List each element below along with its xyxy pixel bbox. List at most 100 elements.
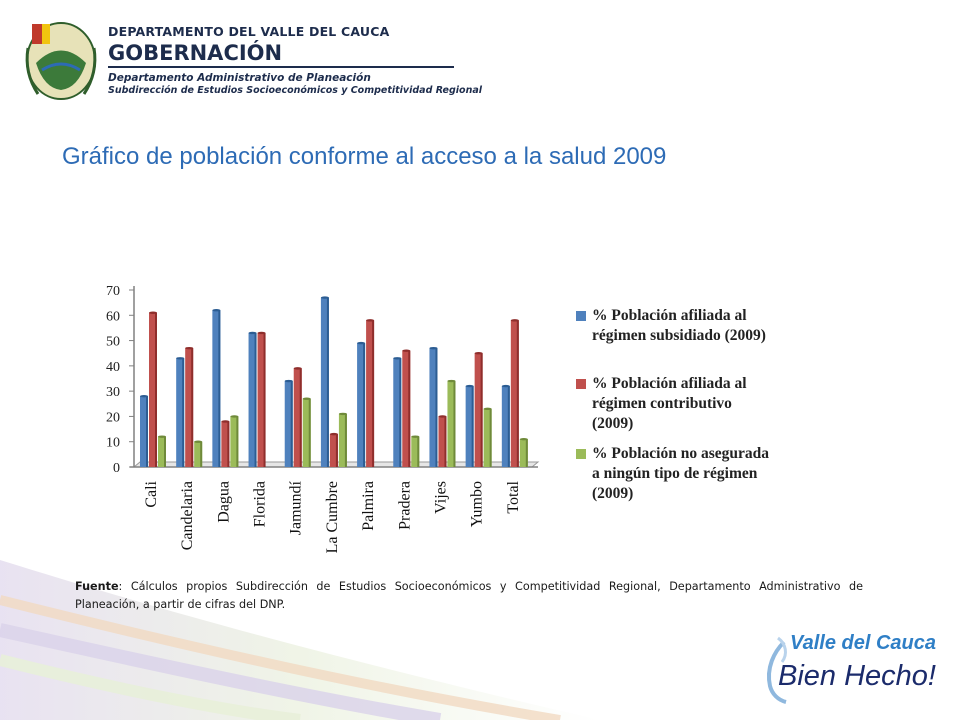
bar-shade (507, 386, 510, 467)
chart-container: 0 10 20 30 40 50 60 70 Cali Candelaria Dagua Florid… (66, 248, 852, 568)
bar (483, 408, 492, 467)
bar (284, 381, 293, 467)
bar-shade (417, 436, 420, 467)
bar-shade (164, 436, 166, 467)
bar-shade (453, 381, 456, 467)
bar-shade (218, 310, 221, 467)
wave-hand-icon (767, 636, 787, 704)
valle-del-cauca-coat-of-arms-icon (25, 22, 97, 100)
bar-shade (435, 348, 438, 467)
bar-shade (335, 434, 338, 467)
y-tick-label: 20 (106, 410, 120, 425)
legend-label: (2009) (592, 485, 633, 502)
bar-shade (326, 297, 329, 467)
bar-shade (344, 413, 347, 467)
category-label: Pradera (396, 481, 413, 530)
bar-shade (480, 353, 483, 467)
bar (176, 358, 185, 467)
slogan: Valle del Cauca Bien Hecho! (756, 628, 946, 704)
legend-label: % Población afiliada al (592, 307, 747, 324)
bar-top (438, 415, 447, 418)
y-tick-label: 60 (106, 309, 120, 324)
bar (366, 320, 375, 467)
bar-shade (308, 398, 311, 467)
category-label: Palmira (360, 481, 377, 531)
bar-top (176, 357, 185, 360)
source-label: Fuente (75, 580, 119, 593)
bar-top (293, 367, 302, 370)
y-tick-label: 30 (106, 385, 120, 400)
suboffice-name: Subdirección de Estudios Socioeconómicos… (108, 85, 483, 96)
category-label: La Cumbre (324, 481, 341, 553)
bar (320, 297, 329, 467)
bar-top (411, 435, 420, 438)
bar-shade (227, 421, 230, 467)
department-name: DEPARTAMENTO DEL VALLE DEL CAUCA (108, 24, 390, 39)
bar-shade (200, 441, 203, 467)
bar (302, 398, 311, 467)
bar-shade (372, 320, 375, 467)
bar-shade (254, 332, 257, 467)
source-note: Fuente: Cálculos propios Subdirección de… (75, 578, 863, 614)
bar-top (248, 331, 257, 335)
bar (212, 310, 221, 467)
y-tick-label: 50 (106, 335, 120, 350)
legend-label: (2009) (592, 415, 633, 432)
bar-shade (236, 416, 239, 467)
bar-top (194, 440, 203, 443)
legend-label: régimen contributivo (592, 395, 732, 412)
legend-label: % Población no asegurada (592, 445, 769, 462)
bar-top (483, 407, 492, 411)
bar (510, 320, 519, 467)
bar (329, 434, 338, 467)
bar (257, 332, 266, 467)
legend-label: % Población afiliada al (592, 375, 747, 392)
bar (474, 353, 483, 467)
bar (438, 416, 447, 467)
y-tick-label: 70 (106, 284, 120, 299)
government-name: GOBERNACIÓN (108, 41, 283, 65)
bar-shade (516, 320, 519, 467)
legend-label: régimen subsidiado (2009) (592, 327, 766, 344)
bar-top (429, 346, 438, 350)
category-label: Dagua (215, 481, 232, 523)
bar-chart: 0 10 20 30 40 50 60 70 Cali Candelaria Dagua Florid… (106, 284, 769, 553)
bar-shade (525, 439, 528, 467)
bar-top (510, 319, 519, 322)
category-label: Cali (143, 480, 160, 507)
bar (149, 312, 157, 467)
bar-top (158, 435, 166, 438)
y-tick-label: 10 (106, 436, 120, 451)
legend-label: a ningún tipo de régimen (592, 465, 758, 482)
category-label: Florida (252, 481, 269, 527)
slogan-line-2: Bien Hecho! (778, 660, 936, 692)
bar (185, 348, 194, 467)
bar (402, 350, 411, 467)
bar (293, 368, 302, 467)
legend-swatch (576, 311, 586, 321)
bar (393, 358, 402, 467)
bar-top (474, 352, 483, 355)
y-tick-label: 0 (113, 461, 120, 476)
bar-shade (155, 312, 157, 467)
bar-shade (363, 343, 366, 467)
bar (140, 396, 148, 467)
bar (158, 436, 166, 467)
bar (447, 381, 456, 467)
bar-top (212, 309, 221, 312)
category-label: Candelaria (179, 481, 196, 550)
bar-top (338, 412, 347, 416)
bar-shade (408, 350, 411, 467)
bar (429, 348, 438, 467)
bar-top (366, 319, 375, 322)
bar-top (140, 395, 148, 398)
bar (248, 332, 257, 467)
bar-shade (263, 332, 266, 467)
bar-top (393, 357, 402, 360)
legend-swatch (576, 449, 586, 459)
bar-shade (191, 348, 194, 467)
bar-shade (182, 358, 185, 467)
category-label: Vijes (432, 481, 449, 514)
bar-shade (399, 358, 402, 467)
